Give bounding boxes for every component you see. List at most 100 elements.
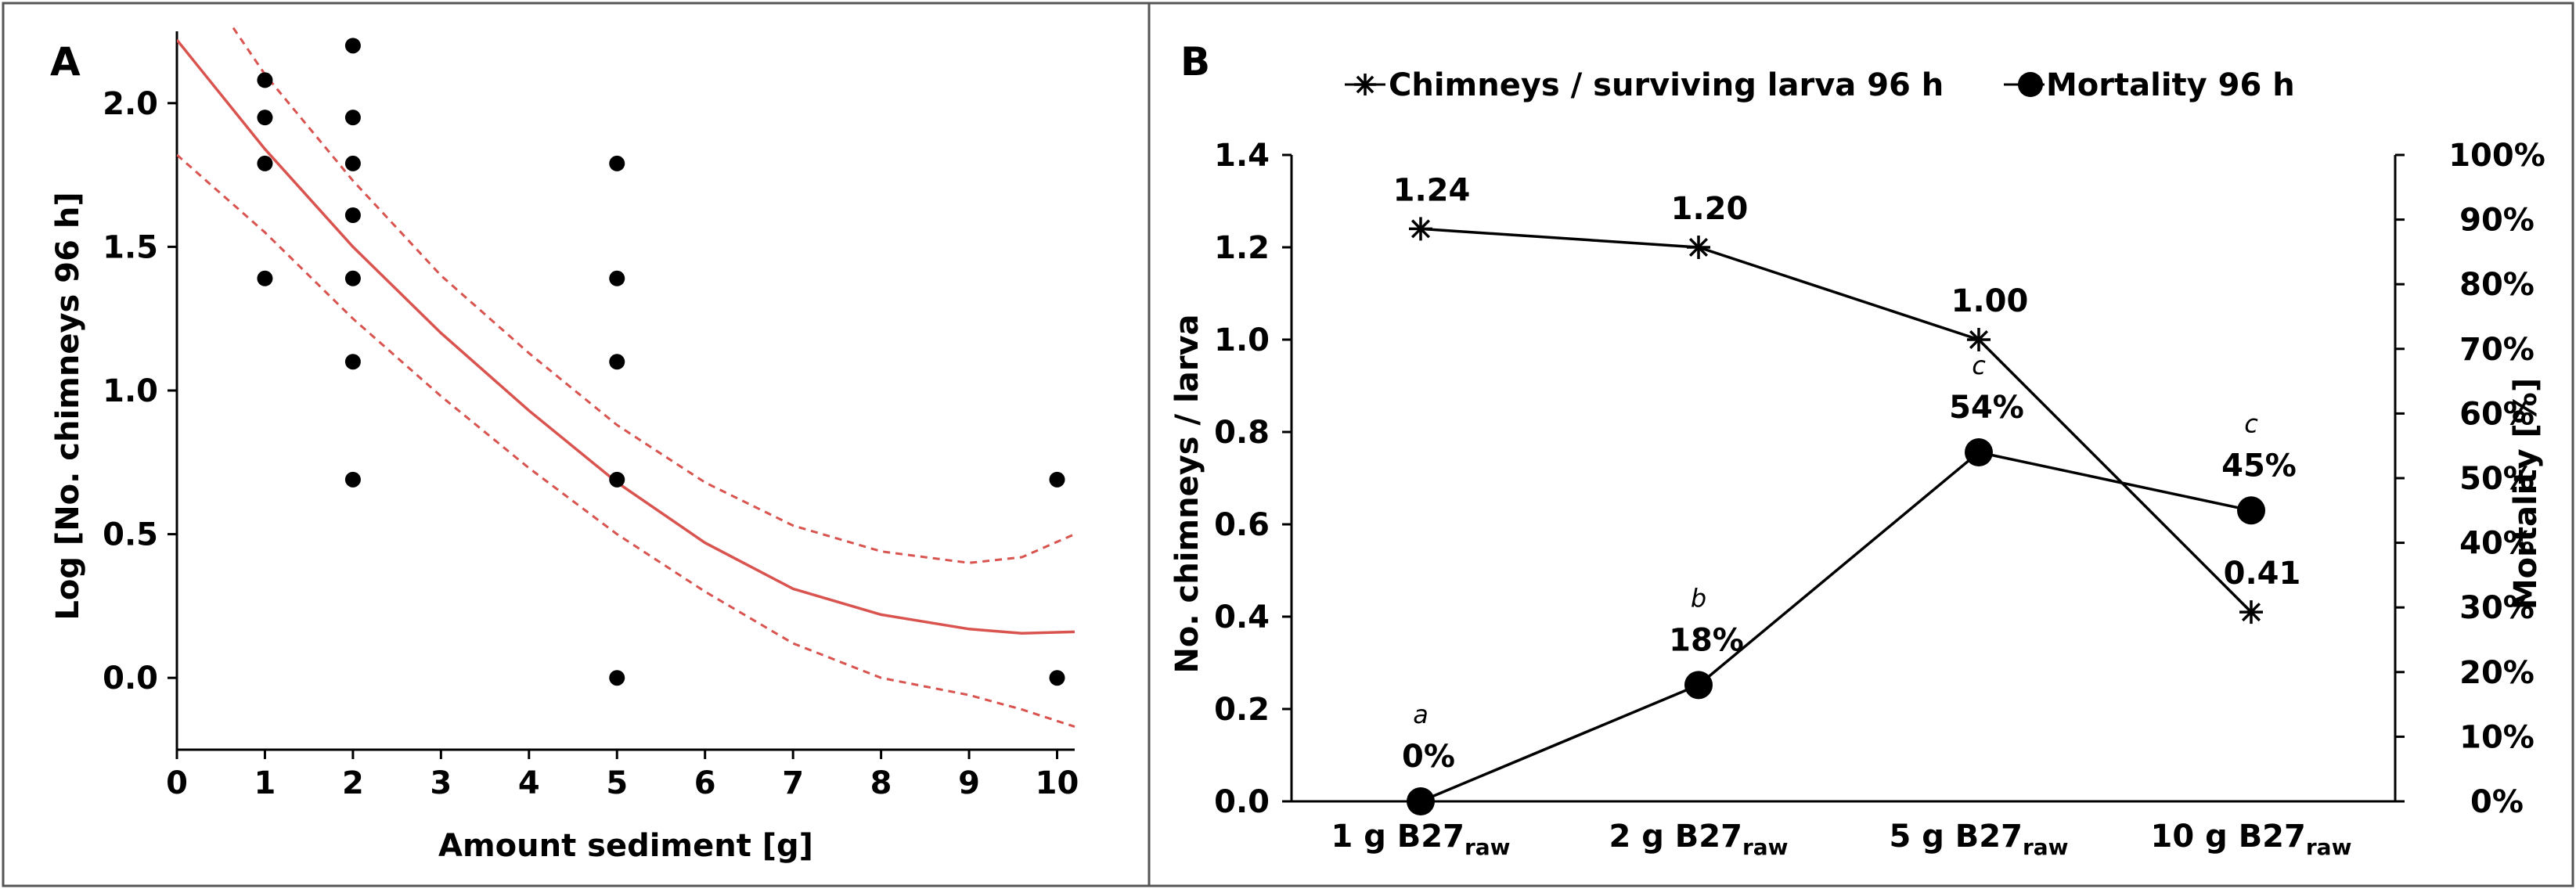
b-chimneys-value-label: 0.41 bbox=[2224, 556, 2301, 592]
a-data-point bbox=[344, 207, 361, 224]
b-category-main: 5 g B27 bbox=[1889, 819, 2022, 855]
a-x-tick-label: 9 bbox=[958, 765, 980, 801]
a-x-tick-label: 7 bbox=[782, 765, 804, 801]
b-right-tick-label: 60% bbox=[2459, 396, 2535, 432]
b-right-tick-label: 100% bbox=[2448, 138, 2545, 174]
b-chimneys-line bbox=[1420, 227, 2253, 614]
a-fit-upper-ci bbox=[229, 25, 1075, 564]
legend-chimneys-marker bbox=[1354, 74, 1376, 95]
b-category-main: 10 g B27 bbox=[2151, 819, 2306, 855]
a-fit-line bbox=[177, 38, 1075, 635]
a-y-axis-title: Log [No. chimneys 96 h] bbox=[50, 192, 86, 620]
b-left-tick-label: 0.6 bbox=[1214, 507, 1270, 543]
a-data-point bbox=[609, 354, 625, 370]
b-right-tick-label: 90% bbox=[2459, 203, 2535, 239]
a-data-point bbox=[344, 38, 361, 54]
b-right-tick-label: 0% bbox=[2470, 784, 2524, 820]
a-y-tick-label: 1.0 bbox=[103, 373, 158, 409]
legend-mortality-label: Mortality 96 h bbox=[2046, 67, 2295, 103]
b-left-tick-label: 0.4 bbox=[1214, 599, 1270, 635]
a-data-point bbox=[344, 471, 361, 488]
b-mortality-line bbox=[1420, 451, 2252, 803]
b-chimneys-marker bbox=[1967, 328, 1991, 351]
a-data-point bbox=[609, 155, 625, 171]
a-data-point bbox=[1049, 670, 1065, 686]
b-category-subscript: raw bbox=[2306, 834, 2352, 860]
a-y-tick-label: 1.5 bbox=[103, 229, 158, 265]
b-mortality-value-label: 0% bbox=[1402, 739, 1455, 775]
b-category-label: 2 g B27raw bbox=[1609, 819, 1788, 860]
a-data-point bbox=[609, 270, 625, 286]
a-x-axis-title: Amount sediment [g] bbox=[438, 828, 813, 864]
b-right-tick-label: 10% bbox=[2459, 719, 2535, 755]
b-left-tick-label: 0.8 bbox=[1214, 415, 1270, 451]
b-chimneys-value-label: 1.24 bbox=[1393, 172, 1471, 208]
a-y-tick-label: 2.0 bbox=[103, 86, 158, 122]
b-left-tick-label: 0.2 bbox=[1214, 692, 1270, 728]
b-chimneys-value-label: 1.20 bbox=[1671, 191, 1749, 227]
a-fit-lower-ci bbox=[177, 153, 1075, 729]
b-chimneys-value-label: 1.00 bbox=[1951, 283, 2029, 319]
b-left-tick-label: 1.4 bbox=[1214, 138, 1270, 174]
b-significance-letter: c bbox=[2244, 409, 2258, 438]
b-right-tick-label: 40% bbox=[2459, 526, 2535, 562]
a-x-tick-label: 3 bbox=[430, 765, 452, 801]
legend-mortality-marker bbox=[2018, 72, 2043, 97]
a-data-point bbox=[257, 110, 273, 126]
b-left-axis-title: No. chimneys / larva bbox=[1169, 314, 1205, 673]
b-right-axis-title: Mortality [%] bbox=[2508, 378, 2544, 610]
b-right-tick-label: 70% bbox=[2459, 332, 2535, 368]
b-significance-letter: a bbox=[1413, 700, 1429, 729]
b-left-tick-label: 1.0 bbox=[1214, 322, 1270, 358]
b-chimneys-marker bbox=[1687, 236, 1710, 259]
b-mortality-marker bbox=[2237, 496, 2265, 525]
panel-a: A 0 1 2 3 4 5 6 7 8 9 10 0.0 0.5 1.0 1.5 2.0 Amount sedi… bbox=[50, 25, 1079, 864]
a-data-point bbox=[344, 155, 361, 171]
a-data-point bbox=[344, 270, 361, 286]
b-category-label: 1 g B27raw bbox=[1331, 819, 1510, 860]
b-right-tick-label: 80% bbox=[2459, 267, 2535, 303]
a-data-point bbox=[344, 110, 361, 126]
b-left-tick-label: 1.2 bbox=[1214, 230, 1270, 266]
b-mortality-marker bbox=[1407, 787, 1435, 815]
a-x-tick-label: 5 bbox=[606, 765, 628, 801]
a-data-point bbox=[257, 72, 273, 88]
b-category-subscript: raw bbox=[1742, 834, 1789, 860]
panel-b: B 0.0 0.2 0.4 0.6 0.8 1.0 1.2 1.4 0% 10% 20% 30% 40%… bbox=[1169, 39, 2545, 860]
b-mortality-marker bbox=[1684, 671, 1713, 700]
b-mortality-value-label: 54% bbox=[1949, 390, 2024, 426]
a-x-tick-label: 6 bbox=[694, 765, 716, 801]
b-category-subscript: raw bbox=[1465, 834, 1511, 860]
b-significance-letter: c bbox=[1972, 351, 1986, 380]
a-x-tick-label: 0 bbox=[166, 765, 188, 801]
b-left-tick-label: 0.0 bbox=[1214, 784, 1270, 820]
a-x-tick-label: 4 bbox=[518, 765, 540, 801]
a-data-point bbox=[609, 670, 625, 686]
a-data-point bbox=[1049, 471, 1065, 488]
a-data-point bbox=[609, 471, 625, 488]
panel-b-letter: B bbox=[1180, 39, 1210, 85]
legend-chimneys-label: Chimneys / surviving larva 96 h bbox=[1389, 67, 1944, 103]
b-mortality-value-label: 45% bbox=[2221, 448, 2297, 484]
b-mortality-value-label: 18% bbox=[1669, 622, 1744, 658]
a-x-tick-label: 8 bbox=[870, 765, 892, 801]
b-right-tick-label: 30% bbox=[2459, 590, 2535, 626]
a-y-tick-label: 0.0 bbox=[103, 660, 158, 696]
panel-a-letter: A bbox=[50, 39, 81, 85]
b-category-label: 5 g B27raw bbox=[1889, 819, 2068, 860]
b-category-main: 1 g B27 bbox=[1331, 819, 1464, 855]
b-legend: Chimneys / surviving larva 96 h Mortality… bbox=[1345, 67, 2295, 103]
a-data-point bbox=[257, 270, 273, 286]
b-significance-letter: b bbox=[1691, 583, 1706, 613]
b-right-tick-label: 50% bbox=[2459, 461, 2535, 497]
a-x-tick-label: 10 bbox=[1036, 765, 1079, 801]
b-category-subscript: raw bbox=[2023, 834, 2069, 860]
a-y-tick-label: 0.5 bbox=[103, 517, 158, 553]
b-chimneys-marker bbox=[2239, 600, 2263, 624]
a-x-tick-label: 2 bbox=[342, 765, 364, 801]
b-category-main: 2 g B27 bbox=[1609, 819, 1742, 855]
b-mortality-marker bbox=[1965, 437, 1993, 466]
b-right-tick-label: 20% bbox=[2459, 655, 2535, 691]
